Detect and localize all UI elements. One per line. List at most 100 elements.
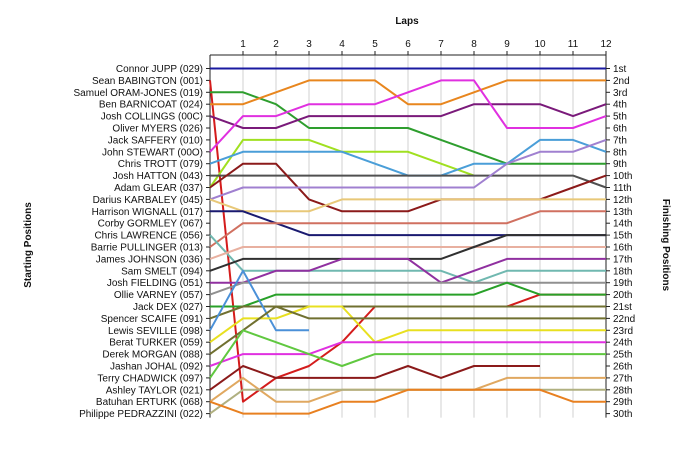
- series-line-5: [209, 103, 607, 129]
- lap-tick-label: 1: [240, 39, 246, 50]
- driver-label: Samuel ORAM-JONES (019): [74, 88, 203, 99]
- driver-label: Barrie PULLINGER (013): [91, 243, 203, 254]
- driver-label: John STEWART (00O): [102, 147, 203, 158]
- finishing-position-label: 24th: [613, 338, 632, 349]
- finishing-position-label: 30th: [613, 409, 632, 420]
- driver-label: James JOHNSON (036): [96, 254, 203, 265]
- driver-label: Jack DEX (027): [133, 302, 203, 313]
- driver-label: Derek MORGAN (088): [102, 350, 203, 361]
- series-line-26: [209, 329, 606, 379]
- finishing-labels: 1st2nd3rd4th5th6th7th8th9th10th11th12th1…: [613, 64, 635, 420]
- driver-label: Berat TURKER (059): [109, 338, 203, 349]
- finishing-position-label: 6th: [613, 124, 627, 135]
- lap-tick-label: 10: [534, 39, 546, 50]
- finishing-position-label: 17th: [613, 254, 632, 265]
- driver-label: Chris LAWRENCE (056): [94, 231, 203, 242]
- finishing-position-label: 23rd: [613, 326, 633, 337]
- driver-label: Spencer SCAIFE (091): [101, 314, 203, 325]
- driver-label: Lewis SEVILLE (098): [108, 326, 203, 337]
- series-line-9: [210, 174, 607, 189]
- right-axis-title: Finishing Positions: [660, 199, 671, 292]
- x-axis-title: Laps: [395, 16, 419, 27]
- left-axis-title: Starting Positions: [23, 202, 34, 288]
- series-line-12: [209, 198, 606, 213]
- driver-label: Josh COLLINGS (00C): [101, 112, 203, 123]
- lap-tick-label: 9: [504, 39, 510, 50]
- finishing-position-label: 14th: [613, 219, 632, 230]
- finishing-position-label: 29th: [613, 397, 632, 408]
- driver-label: Ollie VARNEY (057): [114, 290, 203, 301]
- lap-tick-label: 7: [438, 39, 444, 50]
- driver-label: Josh HATTON (043): [113, 171, 203, 182]
- finishing-position-label: 5th: [613, 112, 627, 123]
- finishing-position-label: 26th: [613, 362, 632, 373]
- series-lines: [209, 67, 607, 415]
- driver-label: Sean BABINGTON (001): [92, 76, 203, 87]
- finishing-position-label: 27th: [613, 373, 632, 384]
- series-line-11: [209, 138, 607, 201]
- finishing-position-label: 2nd: [613, 76, 630, 87]
- finishing-position-label: 28th: [613, 385, 632, 396]
- driver-label: Darius KARBALEY (045): [93, 195, 203, 206]
- driver-label: Adam GLEAR (037): [114, 183, 203, 194]
- series-line-20: [210, 281, 606, 308]
- finishing-position-label: 8th: [613, 147, 627, 158]
- lap-tick-label: 8: [471, 39, 477, 50]
- lap-tick-label: 11: [568, 39, 579, 50]
- series-line-6: [209, 79, 607, 153]
- lap-tick-labels: 1 2 3 4 5 6 7 8 9 10 11 12: [240, 39, 612, 50]
- finishing-position-label: 22nd: [613, 314, 635, 325]
- finishing-position-label: 20th: [613, 290, 632, 301]
- driver-label: Connor JUPP (029): [116, 64, 203, 75]
- finishing-position-label: 4th: [613, 100, 627, 111]
- driver-label: Corby GORMLEY (067): [98, 219, 203, 230]
- right-axis-title-group: Finishing Positions: [660, 199, 671, 292]
- driver-label: Harrison WIGNALL (017): [92, 207, 203, 218]
- lap-tick-label: 2: [273, 39, 279, 50]
- driver-label: Josh FIELDING (051): [107, 278, 203, 289]
- finishing-position-label: 18th: [613, 266, 632, 277]
- series-line-25: [209, 341, 606, 367]
- finishing-position-label: 12th: [613, 195, 632, 206]
- series-line-16: [209, 246, 606, 260]
- lap-tick-label: 12: [600, 39, 612, 50]
- finishing-position-label: 19th: [613, 278, 632, 289]
- finishing-position-label: 16th: [613, 243, 632, 254]
- driver-label: Chris TROTT (079): [118, 159, 203, 170]
- driver-label: Ben BARNICOAT (024): [99, 100, 203, 111]
- driver-label: Oliver MYERS (026): [112, 124, 203, 135]
- finishing-position-label: 11th: [613, 183, 632, 194]
- series-line-23: [209, 305, 606, 344]
- finishing-position-label: 7th: [613, 135, 627, 146]
- series-line-4: [210, 79, 606, 106]
- series-line-14: [209, 210, 606, 248]
- series-line-30: [209, 388, 606, 415]
- driver-label: Jack SAFFERY (010): [108, 135, 203, 146]
- driver-label: Batuhan ERTURK (068): [96, 397, 203, 408]
- finishing-position-label: 1st: [613, 64, 627, 75]
- finishing-position-label: 21st: [613, 302, 632, 313]
- finishing-position-label: 9th: [613, 159, 627, 170]
- finishing-position-label: 25th: [613, 350, 632, 361]
- lap-tick-label: 6: [405, 39, 411, 50]
- finishing-position-label: 10th: [613, 171, 632, 182]
- left-axis-title-group: Starting Positions: [23, 202, 34, 288]
- finishing-position-label: 3rd: [613, 88, 627, 99]
- series-line-27: [209, 365, 540, 391]
- driver-labels: Connor JUPP (029)Sean BABINGTON (001)Sam…: [74, 64, 203, 420]
- finishing-position-label: 15th: [613, 231, 632, 242]
- lap-tick-label: 4: [339, 39, 345, 50]
- series-line-22: [209, 269, 309, 332]
- x-axis-title-group: Laps: [395, 16, 419, 27]
- series-line-19: [209, 281, 606, 296]
- driver-label: Jashan JOHAL (092): [110, 362, 203, 373]
- series-line-24: [209, 305, 606, 355]
- driver-label: Philippe PEDRAZZINI (022): [79, 409, 203, 420]
- finishing-position-label: 13th: [613, 207, 632, 218]
- driver-label: Sam SMELT (094): [121, 266, 203, 277]
- lap-tick-label: 5: [372, 39, 378, 50]
- series-line-18: [210, 257, 606, 284]
- series-line-3: [210, 91, 606, 165]
- driver-label: Ashley TAYLOR (021): [106, 385, 203, 396]
- lap-tick-label: 3: [306, 39, 312, 50]
